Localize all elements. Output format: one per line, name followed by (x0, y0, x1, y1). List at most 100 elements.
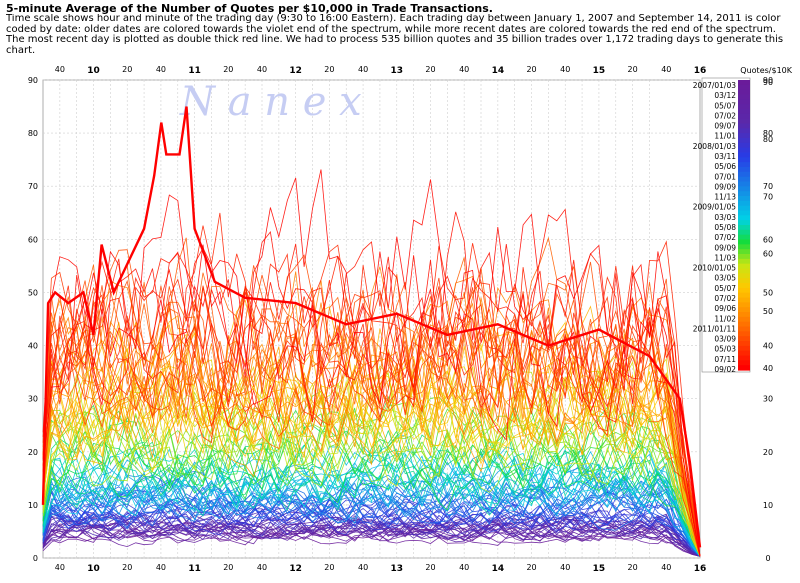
series-line (42, 448, 701, 557)
series-line (42, 510, 701, 557)
x-minute-tick-bottom: 20 (122, 563, 132, 572)
legend-color-band (738, 99, 750, 105)
series-line (42, 455, 701, 557)
legend-date-label: 11/02 (714, 314, 736, 323)
legend-date-label: 07/02 (714, 233, 736, 242)
y-tick-right: 20 (763, 448, 773, 457)
legend-color-band (738, 181, 750, 187)
series-line (42, 355, 701, 557)
legend-date-label: 03/03 (714, 213, 736, 222)
chart-description: Time scale shows hour and minute of the … (6, 14, 784, 56)
legend-color-band (738, 113, 750, 120)
x-minute-tick-top: 40 (156, 65, 166, 74)
legend-color-band (738, 167, 750, 173)
series-line (42, 483, 701, 557)
legend-color-band (738, 109, 750, 115)
series-line (42, 496, 701, 557)
legend-scale-tick: 80 (763, 135, 773, 144)
legend-date-label: 05/06 (714, 162, 736, 171)
legend-color-band (738, 80, 750, 86)
x-minute-tick-bottom: 40 (358, 563, 368, 572)
legend-color-band (738, 278, 750, 284)
legend-color-band (738, 355, 750, 361)
x-hour-tick-bottom: 14 (492, 564, 505, 574)
legend-color-band (738, 326, 750, 332)
y-tick-right: 50 (763, 288, 773, 297)
series-line (42, 516, 701, 557)
x-hour-tick-top: 11 (188, 66, 201, 76)
legend-date-label: 05/03 (714, 345, 736, 354)
legend-color-band (738, 220, 750, 226)
x-minute-tick-top: 40 (257, 65, 267, 74)
legend-date-label: 03/05 (714, 274, 736, 283)
y-tick-right: 70 (763, 182, 773, 191)
x-minute-tick-top: 20 (223, 65, 233, 74)
series-line (42, 497, 701, 557)
y-tick-left: 30 (28, 395, 38, 404)
legend-color-band (738, 316, 750, 323)
series-line (42, 346, 701, 557)
series-line (42, 260, 701, 557)
legend-date-label: 03/09 (714, 335, 736, 344)
legend-title: Quotes/$10K (740, 66, 792, 75)
chart-title: 5-minute Average of the Number of Quotes… (6, 2, 493, 15)
series-line (42, 341, 701, 557)
x-minute-tick-top: 40 (661, 65, 671, 74)
series-line (42, 252, 701, 557)
legend-color-band (738, 191, 750, 197)
legend-color-band (738, 331, 750, 337)
legend-color-band (738, 142, 750, 149)
watermark: N a n e x (179, 79, 362, 125)
legend-color-band (738, 157, 750, 163)
legend-color-band (738, 254, 750, 260)
series-line (42, 237, 701, 557)
legend-scale-tick: 70 (763, 192, 773, 201)
legend-date-label: 2008/01/03 (693, 142, 736, 151)
legend-date-label: 2009/01/05 (693, 203, 736, 212)
legend-color-band (738, 162, 750, 168)
series-line (42, 368, 701, 557)
legend-scale-tick: 90 (763, 78, 773, 87)
x-minute-tick-bottom: 20 (526, 563, 536, 572)
series-line (42, 417, 701, 557)
legend-date-label: 09/09 (714, 243, 736, 252)
series-line (42, 351, 701, 557)
x-minute-tick-top: 40 (358, 65, 368, 74)
series-line (42, 402, 701, 557)
legend-date-label: 11/01 (714, 132, 736, 141)
legend-color-band (738, 244, 750, 250)
series-line (42, 518, 701, 557)
legend-color-band (738, 128, 750, 134)
y-tick-left: 70 (28, 182, 38, 191)
x-minute-tick-bottom: 40 (257, 563, 267, 572)
legend-color-band (738, 104, 750, 110)
x-hour-tick-top: 10 (87, 66, 100, 76)
legend-date-label: 07/11 (714, 355, 736, 364)
series-line (42, 518, 701, 557)
x-minute-tick-top: 20 (526, 65, 536, 74)
series-line (42, 289, 701, 557)
series-line (42, 241, 701, 557)
legend-color-band (738, 239, 750, 245)
legend-color-band (738, 365, 750, 371)
legend-color-band (738, 345, 750, 352)
series-line (42, 488, 701, 557)
legend-date-label: 2010/01/05 (693, 264, 736, 273)
legend-color-band (738, 297, 750, 303)
legend-color-band (738, 263, 750, 270)
series-line (42, 208, 701, 557)
legend-date-label: 07/02 (714, 294, 736, 303)
x-minute-tick-bottom: 40 (156, 563, 166, 572)
x-minute-tick-bottom: 20 (223, 563, 233, 572)
series-line (42, 302, 701, 557)
series-line (42, 404, 701, 557)
legend-color-band (738, 171, 750, 178)
legend-date-label: 11/13 (714, 193, 736, 202)
legend-color-band (738, 229, 750, 236)
legend-color-band (738, 200, 750, 207)
y-tick-left: 80 (28, 129, 38, 138)
legend-color-band (738, 196, 750, 202)
legend-date-label: 2011/01/11 (693, 324, 736, 333)
legend-date-label: 07/01 (714, 172, 736, 181)
x-minute-tick-bottom: 40 (661, 563, 671, 572)
